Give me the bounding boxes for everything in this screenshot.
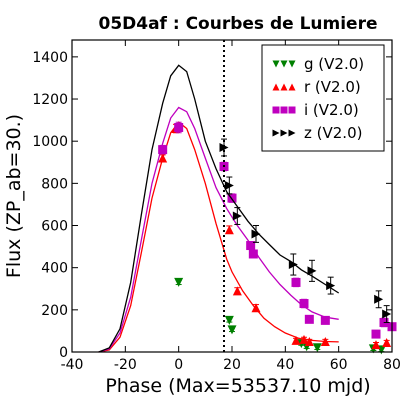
x-tick-label: -40 bbox=[61, 357, 84, 373]
x-tick-label: 20 bbox=[223, 357, 241, 373]
data-point-z bbox=[326, 281, 336, 291]
data-point-z bbox=[288, 260, 298, 270]
data-point-g bbox=[174, 277, 184, 287]
legend-marker-g bbox=[288, 60, 296, 68]
data-point-i bbox=[304, 314, 314, 324]
y-tick-label: 400 bbox=[41, 261, 68, 277]
legend: g (V2.0) r (V2.0) i (V2.0) z (V2.0) bbox=[261, 44, 385, 152]
x-tick-label: 40 bbox=[276, 357, 294, 373]
data-point-r bbox=[232, 286, 242, 296]
data-point-i bbox=[291, 277, 301, 287]
data-point-z bbox=[374, 294, 384, 304]
data-point-g bbox=[224, 315, 234, 325]
data-point-z bbox=[382, 309, 392, 319]
legend-label-g: g (V2.0) bbox=[304, 55, 364, 73]
data-point-i bbox=[299, 299, 309, 309]
y-axis-label: Flux (ZP_ab=30.) bbox=[3, 114, 25, 278]
legend-marker-i bbox=[280, 106, 288, 114]
data-point-r bbox=[251, 303, 261, 313]
data-point-g bbox=[227, 325, 237, 335]
legend-marker-i bbox=[288, 106, 296, 114]
y-tick-label: 1200 bbox=[32, 92, 68, 108]
data-point-r bbox=[320, 336, 330, 346]
series-i bbox=[98, 106, 397, 353]
data-point-r bbox=[224, 225, 234, 235]
data-point-i bbox=[246, 241, 256, 251]
x-tick-label: 80 bbox=[383, 357, 400, 373]
series-z bbox=[98, 64, 392, 353]
legend-label-z: z (V2.0) bbox=[304, 124, 362, 142]
y-tick-label: 600 bbox=[41, 219, 68, 235]
data-point-r bbox=[371, 340, 381, 350]
data-point-r bbox=[304, 336, 314, 346]
data-point-r bbox=[158, 153, 168, 163]
y-tick-label: 1400 bbox=[32, 50, 68, 66]
legend-marker-z bbox=[272, 129, 280, 137]
x-tick-label: 60 bbox=[330, 357, 348, 373]
data-point-i bbox=[174, 122, 184, 132]
series-layer bbox=[98, 64, 397, 355]
x-axis-label: Phase (Max=53537.10 mjd) bbox=[105, 375, 370, 397]
legend-marker-i bbox=[272, 106, 280, 114]
data-point-z bbox=[307, 266, 317, 276]
legend-marker-z bbox=[280, 129, 288, 137]
data-point-i bbox=[158, 145, 168, 155]
chart-title: 05D4af : Courbes de Lumiere bbox=[98, 14, 377, 34]
model-curve-i bbox=[98, 106, 339, 353]
data-point-i bbox=[371, 329, 381, 339]
y-axis: 0 200 400 600 800 1000 1200 1400 bbox=[32, 50, 392, 361]
data-point-z bbox=[219, 143, 229, 153]
series-r bbox=[98, 121, 392, 353]
data-point-r bbox=[299, 334, 309, 344]
data-point-g bbox=[312, 343, 322, 353]
legend-marker-r bbox=[288, 83, 296, 91]
legend-label-i: i (V2.0) bbox=[304, 101, 359, 119]
data-point-r bbox=[382, 338, 392, 348]
x-axis: -40 -20 0 20 40 60 80 bbox=[61, 40, 400, 373]
data-point-r bbox=[291, 335, 301, 345]
data-point-i bbox=[320, 315, 330, 325]
x-tick-label: 0 bbox=[174, 357, 183, 373]
y-tick-label: 800 bbox=[41, 176, 68, 192]
x-tick-label: -20 bbox=[114, 357, 137, 373]
model-curve-r bbox=[98, 121, 339, 353]
y-tick-label: 1000 bbox=[32, 134, 68, 150]
legend-marker-r bbox=[280, 83, 288, 91]
legend-marker-g bbox=[272, 60, 280, 68]
legend-marker-r bbox=[272, 83, 280, 91]
data-point-z bbox=[251, 229, 261, 239]
y-tick-label: 200 bbox=[41, 303, 68, 319]
data-point-z bbox=[224, 180, 234, 190]
data-point-z bbox=[232, 211, 242, 221]
legend-marker-g bbox=[280, 60, 288, 68]
legend-label-r: r (V2.0) bbox=[304, 78, 361, 96]
legend-marker-z bbox=[288, 129, 296, 137]
y-tick-label: 0 bbox=[59, 345, 68, 361]
data-point-i bbox=[248, 249, 258, 259]
